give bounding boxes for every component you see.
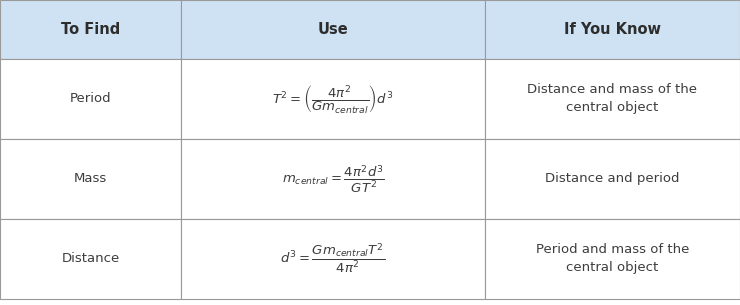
Text: $m_{central} = \dfrac{4\pi^2 d^3}{GT^2}$: $m_{central} = \dfrac{4\pi^2 d^3}{GT^2}$	[282, 163, 384, 195]
Bar	[0, 0, 181, 59]
Text: Period and mass of the
central object: Period and mass of the central object	[536, 243, 689, 274]
Text: $T^2 = \left(\dfrac{4\pi^2}{Gm_{central}}\right)d^3$: $T^2 = \left(\dfrac{4\pi^2}{Gm_{central}…	[272, 83, 394, 115]
Bar	[485, 139, 740, 219]
Text: To Find: To Find	[61, 22, 121, 37]
Text: If You Know: If You Know	[564, 22, 661, 37]
Text: Distance and mass of the
central object: Distance and mass of the central object	[528, 83, 697, 114]
Bar	[0, 59, 181, 139]
Bar	[485, 219, 740, 299]
Bar	[181, 59, 485, 139]
Text: Period: Period	[70, 92, 112, 106]
Text: Distance and period: Distance and period	[545, 172, 679, 185]
Bar	[485, 59, 740, 139]
Bar	[181, 0, 485, 59]
Bar	[181, 219, 485, 299]
Text: Distance: Distance	[61, 253, 120, 265]
Text: $d^3 = \dfrac{Gm_{central}T^2}{4\pi^2}$: $d^3 = \dfrac{Gm_{central}T^2}{4\pi^2}$	[280, 242, 386, 276]
Bar	[485, 0, 740, 59]
Text: Use: Use	[317, 22, 349, 37]
Text: Mass: Mass	[74, 172, 107, 185]
Bar	[0, 139, 181, 219]
Bar	[181, 139, 485, 219]
Bar	[0, 219, 181, 299]
